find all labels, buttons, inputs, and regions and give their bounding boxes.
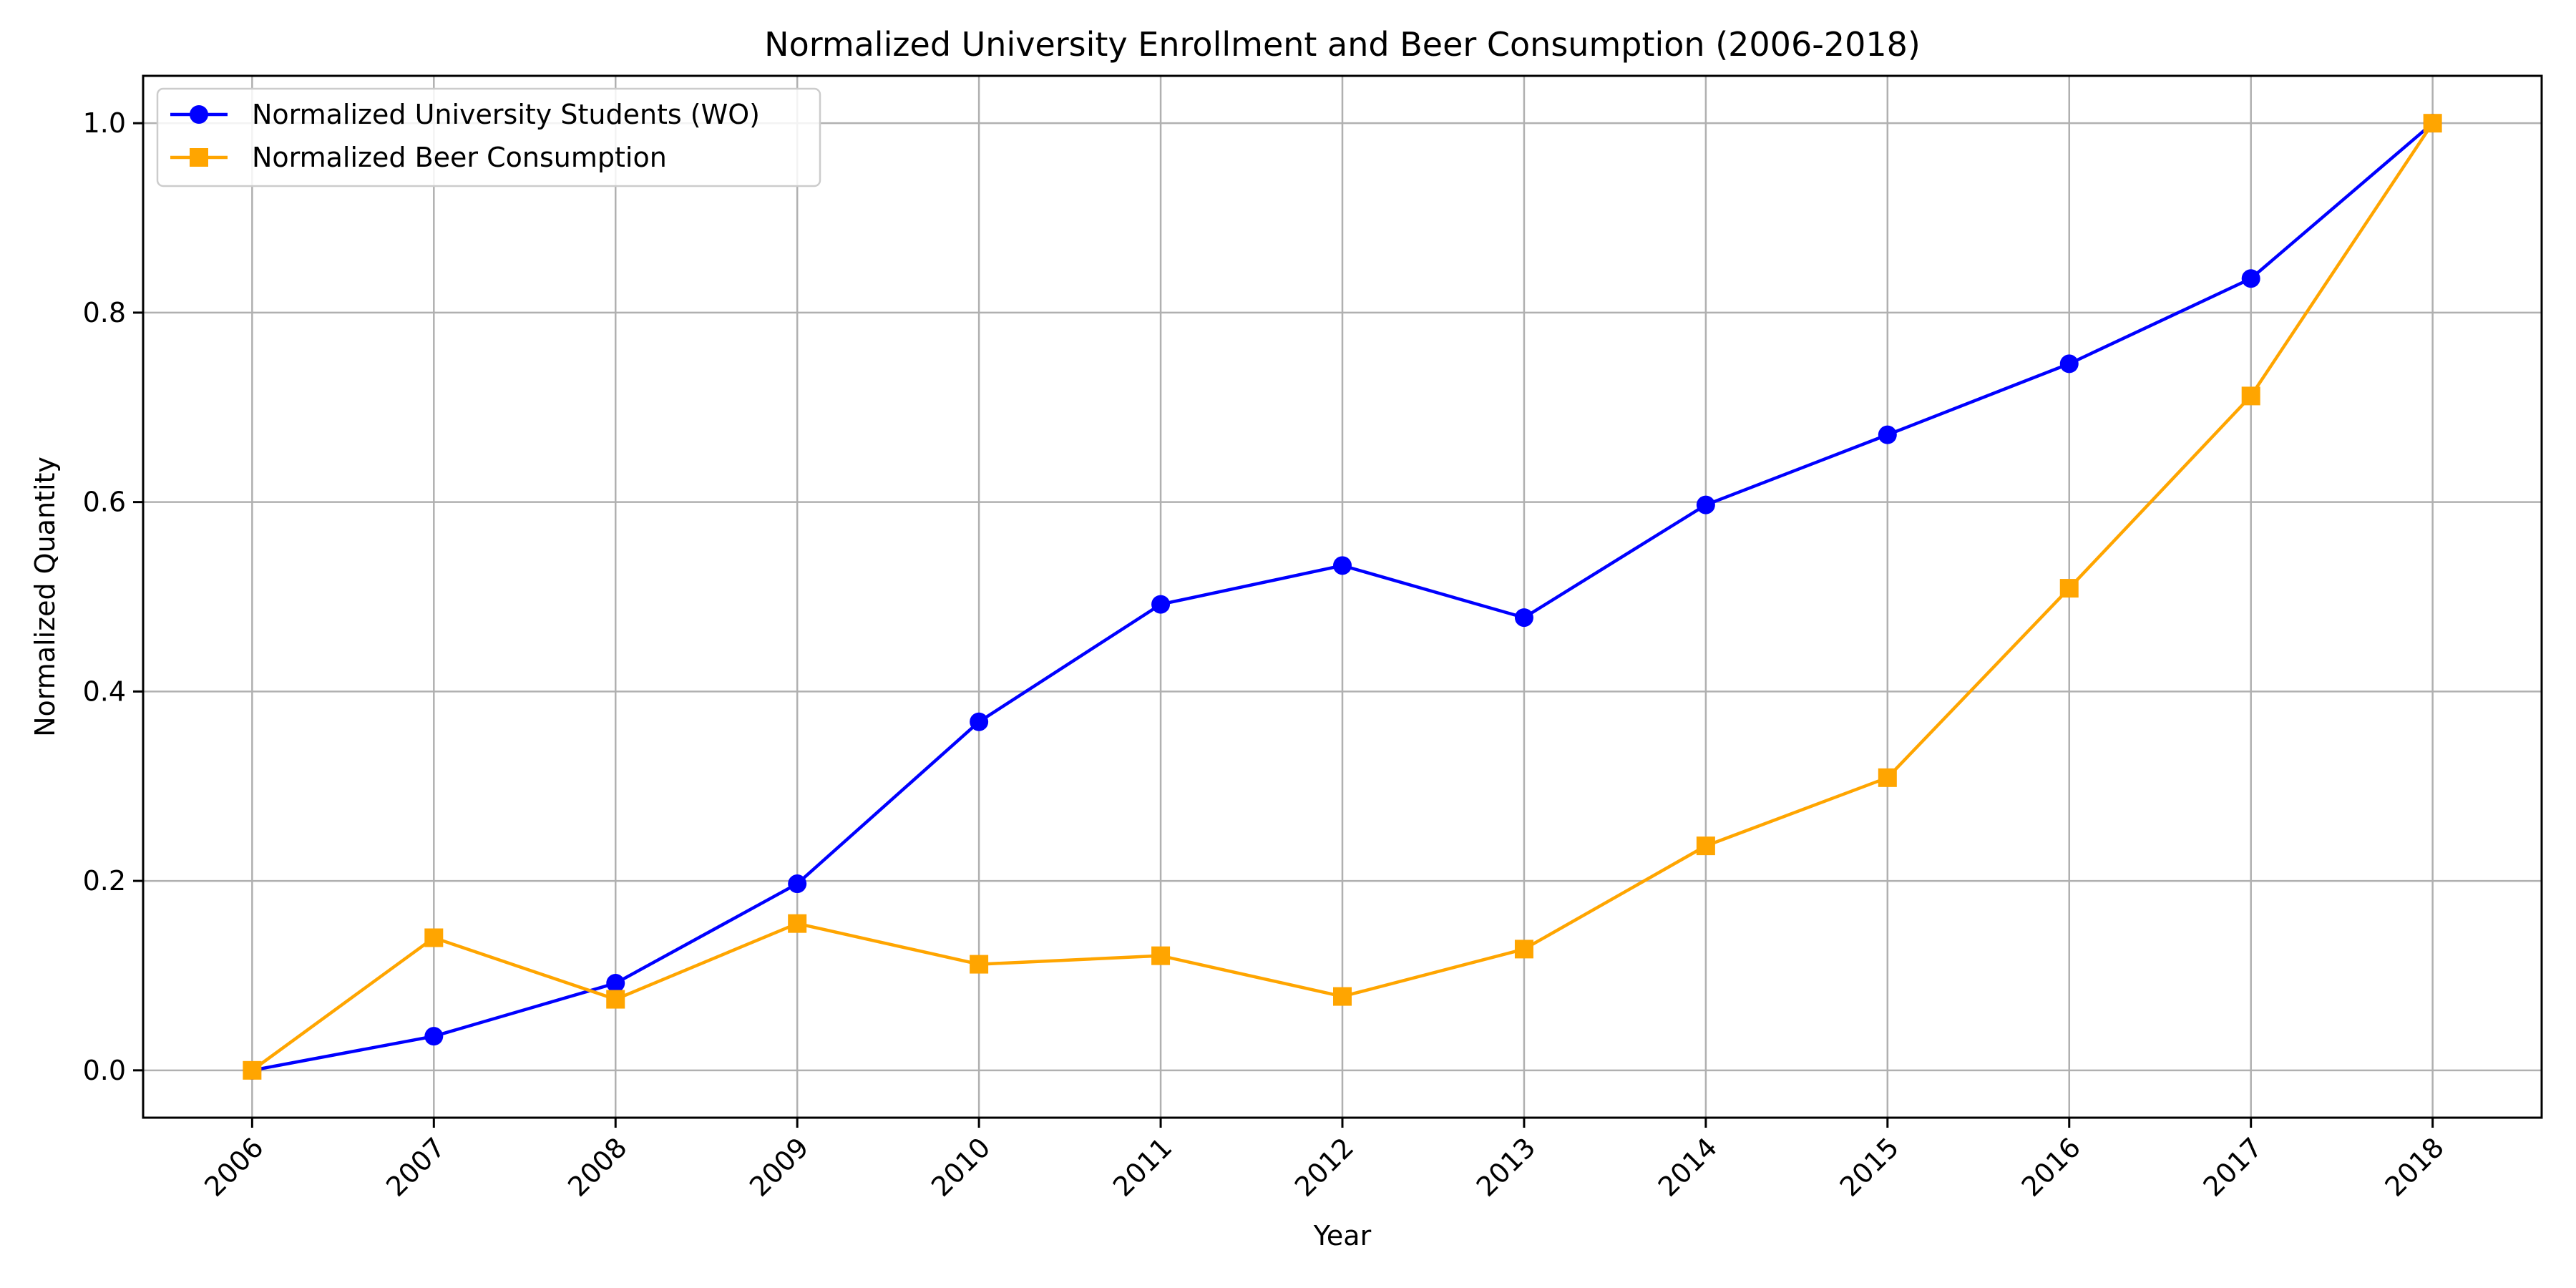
data-point [788, 914, 807, 933]
data-point [1151, 946, 1171, 965]
data-point [1333, 987, 1352, 1006]
x-axis-label: Year [1313, 1220, 1372, 1252]
legend-box [156, 87, 821, 187]
x-tick-label: 2014 [1652, 1131, 1724, 1203]
data-point [970, 955, 989, 974]
data-point [2241, 386, 2260, 406]
data-point [970, 712, 989, 731]
data-point [424, 928, 444, 947]
data-point [1333, 556, 1352, 575]
data-point [2241, 269, 2260, 288]
x-tick-label: 2012 [1289, 1131, 1360, 1203]
data-point [243, 1060, 262, 1080]
chart-title: Normalized University Enrollment and Bee… [764, 25, 1921, 64]
x-tick-label: 2011 [1107, 1131, 1179, 1203]
y-tick-label: 0.8 [83, 297, 126, 328]
x-tick-label: 2013 [1470, 1131, 1542, 1203]
data-point [1514, 608, 1533, 628]
y-tick-label: 0.4 [83, 675, 126, 707]
y-axis-label: Normalized Quantity [29, 457, 61, 737]
x-tick-label: 2015 [1834, 1131, 1906, 1203]
data-point [1696, 495, 1715, 514]
x-tick-label: 2016 [2016, 1131, 2087, 1203]
x-tick-label: 2009 [743, 1131, 815, 1203]
data-point [2423, 114, 2442, 133]
data-point [1151, 595, 1171, 614]
data-point [2059, 354, 2079, 374]
series-2 [243, 114, 2442, 1080]
data-point [1878, 425, 1897, 444]
data-point [606, 990, 625, 1009]
y-tick-label: 0.2 [83, 865, 126, 897]
x-tick-label: 2018 [2379, 1131, 2450, 1203]
legend-label: Normalized University Students (WO) [252, 99, 760, 130]
data-point [424, 1027, 444, 1046]
legend-item: Normalized University Students (WO) [170, 99, 760, 130]
series-layer [243, 114, 2442, 1080]
legend-marker [190, 105, 208, 124]
x-tick-label: 2008 [562, 1131, 633, 1203]
data-point [1878, 768, 1897, 787]
x-tick-label: 2007 [380, 1131, 452, 1203]
y-tick-label: 0.6 [83, 487, 126, 518]
data-point [1696, 836, 1715, 856]
x-tick-label: 2017 [2197, 1131, 2269, 1203]
data-point [606, 974, 625, 993]
x-tick-label: 2006 [198, 1131, 270, 1203]
data-point [1514, 940, 1533, 959]
legend-item: Normalized Beer Consumption [170, 142, 667, 173]
data-point [2059, 579, 2079, 598]
legend-label: Normalized Beer Consumption [252, 142, 667, 173]
x-tick-label: 2010 [925, 1131, 997, 1203]
y-tick-label: 0.0 [83, 1055, 126, 1086]
legend-marker [190, 148, 208, 167]
y-tick-label: 1.0 [83, 107, 126, 139]
data-point [788, 874, 807, 894]
legend: Normalized University Students (WO) Norma… [156, 87, 821, 187]
